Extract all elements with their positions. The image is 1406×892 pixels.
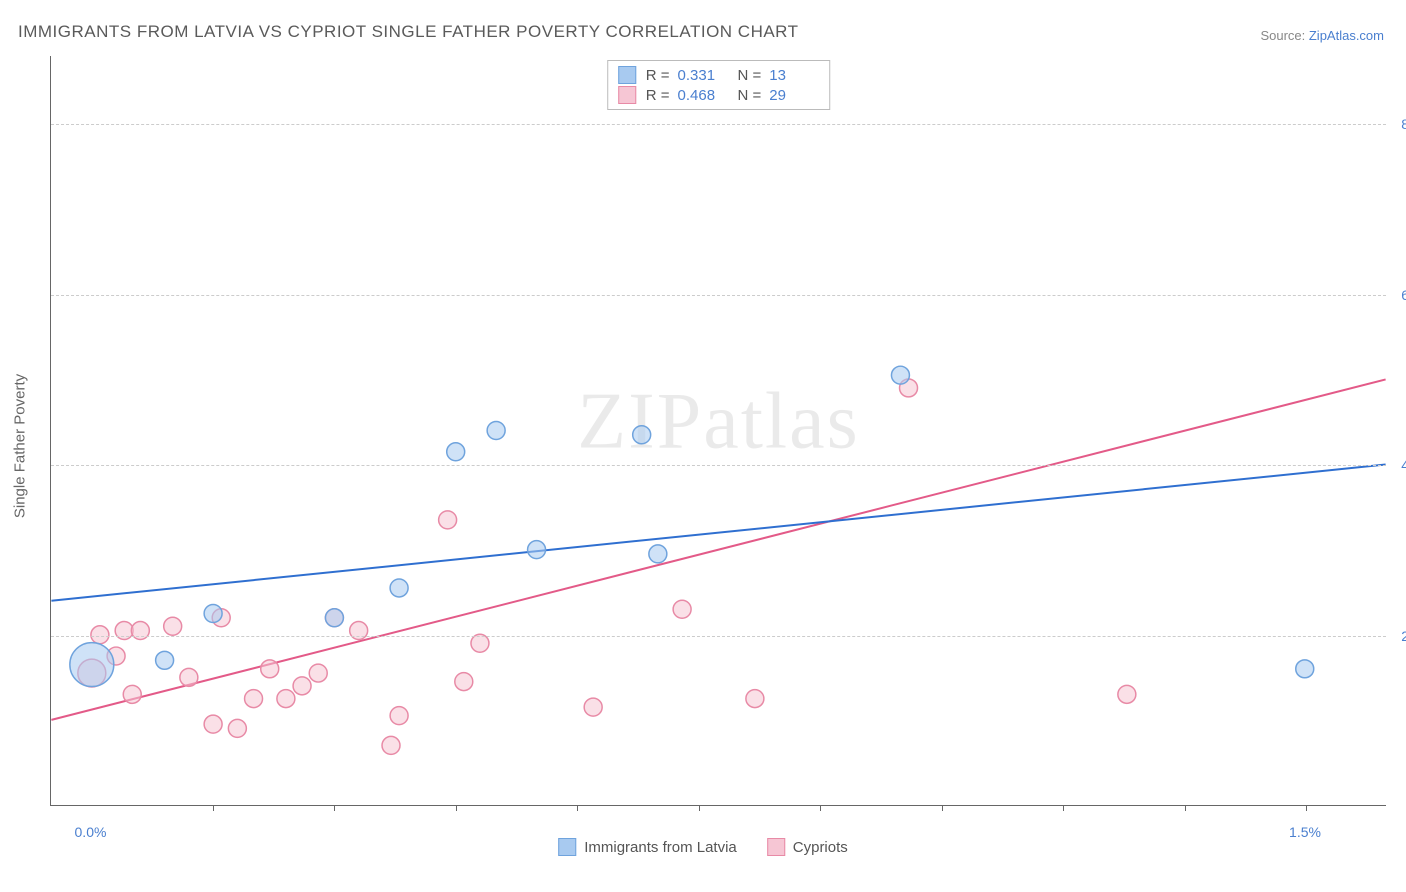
data-point — [447, 443, 465, 461]
plot-area: ZIPatlas R = 0.331 N = 13 R = 0.468 N = … — [50, 56, 1386, 806]
x-tick — [334, 805, 335, 811]
data-point — [1296, 660, 1314, 678]
data-point — [471, 634, 489, 652]
trend-line — [51, 465, 1385, 601]
x-tick — [1063, 805, 1064, 811]
source-prefix: Source: — [1260, 28, 1308, 43]
n-value-latvia: 13 — [769, 67, 819, 84]
data-point — [455, 673, 473, 691]
trend-line — [51, 379, 1385, 719]
x-tick — [213, 805, 214, 811]
data-point — [70, 643, 114, 687]
r-value-latvia: 0.331 — [678, 67, 728, 84]
x-tick — [820, 805, 821, 811]
data-point — [633, 426, 651, 444]
chart-container: IMMIGRANTS FROM LATVIA VS CYPRIOT SINGLE… — [0, 0, 1406, 892]
data-point — [528, 541, 546, 559]
r-label: R = — [646, 87, 670, 104]
legend-label-latvia: Immigrants from Latvia — [584, 839, 737, 856]
gridline — [51, 124, 1386, 125]
chart-title: IMMIGRANTS FROM LATVIA VS CYPRIOT SINGLE… — [18, 22, 799, 42]
source-link[interactable]: ZipAtlas.com — [1309, 28, 1384, 43]
x-tick — [1306, 805, 1307, 811]
data-point — [309, 664, 327, 682]
legend-row-cypriots: R = 0.468 N = 29 — [618, 85, 820, 105]
data-point — [164, 617, 182, 635]
n-label: N = — [738, 87, 762, 104]
data-point — [325, 609, 343, 627]
data-point — [746, 690, 764, 708]
data-point — [204, 605, 222, 623]
data-point — [390, 707, 408, 725]
swatch-cypriots — [618, 86, 636, 104]
x-tick — [1185, 805, 1186, 811]
data-point — [115, 622, 133, 640]
n-label: N = — [738, 67, 762, 84]
data-point — [673, 600, 691, 618]
legend-series: Immigrants from Latvia Cypriots — [558, 838, 848, 856]
y-axis-title: Single Father Poverty — [12, 374, 29, 518]
data-point — [293, 677, 311, 695]
data-point — [261, 660, 279, 678]
data-point — [228, 719, 246, 737]
swatch-latvia — [618, 66, 636, 84]
y-tick-label: 60.0% — [1401, 287, 1406, 303]
data-point — [350, 622, 368, 640]
legend-label-cypriots: Cypriots — [793, 839, 848, 856]
data-point — [584, 698, 602, 716]
gridline — [51, 636, 1386, 637]
x-tick-label: 0.0% — [75, 824, 107, 840]
x-tick — [456, 805, 457, 811]
n-value-cypriots: 29 — [769, 87, 819, 104]
gridline — [51, 295, 1386, 296]
data-point — [131, 622, 149, 640]
data-point — [390, 579, 408, 597]
x-tick — [699, 805, 700, 811]
x-tick-label: 1.5% — [1289, 824, 1321, 840]
data-point — [180, 668, 198, 686]
data-point — [891, 366, 909, 384]
y-tick-label: 20.0% — [1401, 628, 1406, 644]
source-attribution: Source: ZipAtlas.com — [1260, 28, 1384, 43]
data-point — [204, 715, 222, 733]
swatch-cypriots-icon — [767, 838, 785, 856]
data-point — [123, 685, 141, 703]
y-tick-label: 40.0% — [1401, 457, 1406, 473]
data-point — [382, 736, 400, 754]
r-value-cypriots: 0.468 — [678, 87, 728, 104]
plot-svg — [51, 56, 1386, 805]
data-point — [649, 545, 667, 563]
legend-item-cypriots: Cypriots — [767, 838, 848, 856]
r-label: R = — [646, 67, 670, 84]
data-point — [245, 690, 263, 708]
data-point — [439, 511, 457, 529]
data-point — [156, 651, 174, 669]
data-point — [1118, 685, 1136, 703]
swatch-latvia-icon — [558, 838, 576, 856]
data-point — [487, 422, 505, 440]
legend-row-latvia: R = 0.331 N = 13 — [618, 65, 820, 85]
x-tick — [942, 805, 943, 811]
data-point — [277, 690, 295, 708]
x-tick — [577, 805, 578, 811]
gridline — [51, 465, 1386, 466]
y-tick-label: 80.0% — [1401, 116, 1406, 132]
legend-item-latvia: Immigrants from Latvia — [558, 838, 737, 856]
legend-correlation: R = 0.331 N = 13 R = 0.468 N = 29 — [607, 60, 831, 110]
